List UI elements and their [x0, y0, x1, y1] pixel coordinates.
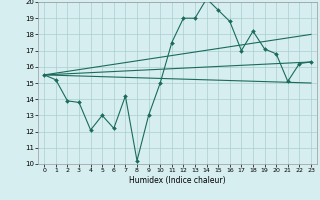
- X-axis label: Humidex (Indice chaleur): Humidex (Indice chaleur): [129, 176, 226, 185]
